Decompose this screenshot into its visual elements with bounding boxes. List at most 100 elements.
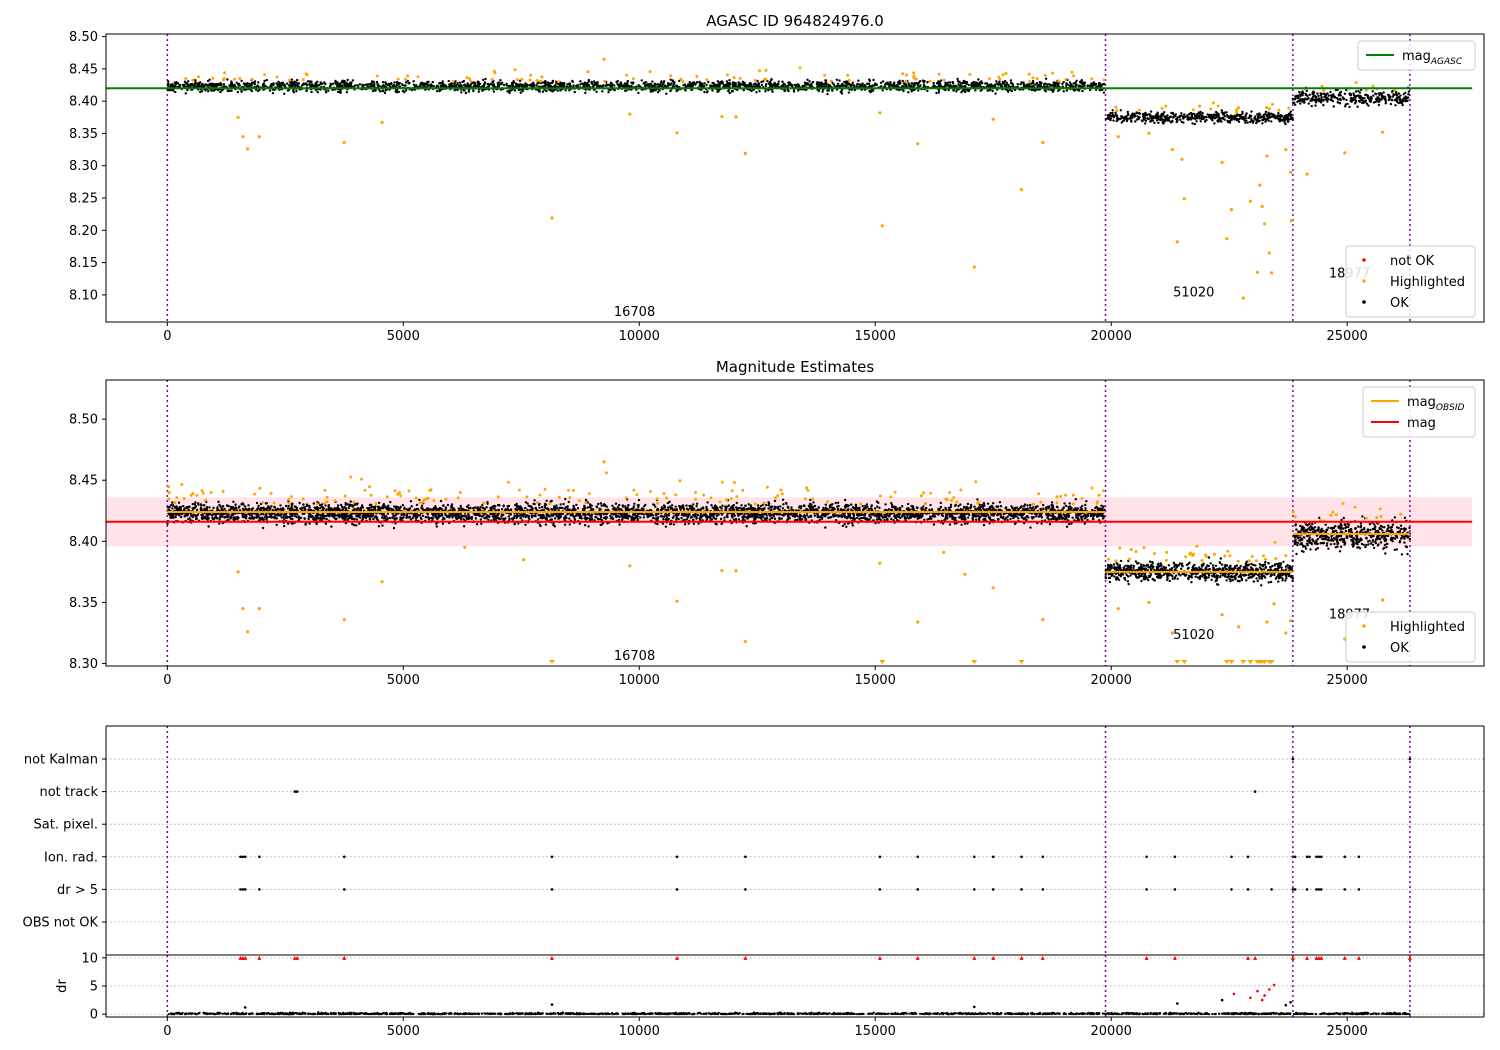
ok-point (507, 515, 510, 518)
obsid-label: 51020 (1173, 286, 1214, 301)
ok-point (316, 80, 319, 84)
ok-point (283, 92, 286, 96)
ok-point (932, 523, 936, 526)
ok-point (427, 80, 430, 84)
ok-point (321, 82, 324, 85)
ok-point (472, 89, 475, 93)
ok-point (1244, 115, 1247, 118)
ok-point (917, 89, 920, 92)
ok-point (1106, 114, 1110, 117)
ok-point (1183, 113, 1186, 116)
ok-point (492, 83, 495, 86)
ok-point (895, 84, 899, 87)
ok-point (733, 84, 737, 87)
ok-point (727, 504, 730, 507)
ok-point (1050, 518, 1053, 521)
highlighted-point (375, 74, 379, 78)
ok-point (761, 507, 765, 511)
ok-point (580, 82, 584, 85)
highlighted-point (743, 151, 748, 156)
highlighted-point (304, 72, 308, 76)
ok-point (371, 89, 375, 93)
ok-point (1205, 116, 1208, 119)
ok-point (727, 89, 730, 93)
ok-point (858, 83, 862, 86)
highlighted-point (287, 78, 291, 82)
ok-point (1068, 81, 1072, 84)
ok-point (843, 80, 846, 84)
ok-point (1364, 93, 1367, 97)
highlighted-point (1288, 170, 1293, 174)
highlighted-point (493, 71, 497, 75)
highlighted-point (1284, 148, 1288, 152)
highlighted-point (669, 74, 673, 78)
highlighted-point (520, 77, 524, 81)
ok-point (1100, 88, 1103, 92)
ok-point (404, 89, 408, 92)
ok-point (422, 82, 426, 85)
ok-point (847, 91, 851, 94)
ok-point (355, 524, 358, 527)
ok-point (955, 85, 958, 88)
ok-point (338, 82, 342, 85)
ok-point (476, 85, 480, 88)
ok-point (881, 89, 884, 92)
legend-swatch (1362, 300, 1366, 304)
ok-point (1186, 118, 1190, 121)
ok-point (801, 84, 804, 88)
ok-point (949, 84, 952, 87)
ok-point (263, 516, 267, 519)
ok-point (336, 81, 339, 84)
ok-point (1241, 110, 1244, 114)
ok-point (1002, 82, 1005, 85)
ok-point (763, 517, 767, 520)
ok-point (742, 89, 745, 92)
ok-point (766, 79, 769, 83)
ok-point (217, 83, 220, 86)
ok-point (524, 523, 527, 526)
ok-point (757, 82, 760, 85)
ok-point (756, 79, 759, 83)
ok-point (271, 92, 275, 95)
ok-point (758, 90, 761, 93)
ok-point (782, 82, 785, 86)
ok-point (922, 81, 925, 84)
ok-point (308, 80, 312, 83)
ok-point (975, 518, 978, 521)
ok-point (1152, 115, 1156, 118)
y-tick-label: 8.35 (69, 127, 98, 142)
ok-point (1191, 122, 1194, 125)
ok-point (1298, 98, 1302, 101)
ok-point (838, 79, 841, 82)
highlighted-point (1248, 199, 1252, 203)
ok-point (678, 79, 681, 83)
ok-point (1332, 105, 1336, 108)
ok-point (1005, 81, 1008, 84)
ok-point (777, 80, 780, 83)
ok-point (1364, 100, 1367, 104)
highlighted-point (679, 77, 683, 81)
ok-point (228, 89, 232, 93)
ok-point (234, 503, 237, 506)
ok-point (1122, 116, 1126, 119)
ok-point (262, 82, 266, 85)
ok-point (615, 80, 618, 84)
ok-point (626, 84, 630, 88)
ok-point (979, 85, 982, 88)
ok-point (302, 82, 305, 85)
ok-point (663, 84, 667, 87)
ok-point (1061, 82, 1064, 86)
ok-point (1311, 95, 1315, 99)
ok-point (194, 517, 198, 521)
x-tick-label: 0 (163, 329, 171, 344)
ok-point (1273, 116, 1276, 119)
ok-point (734, 82, 738, 85)
ok-point (1126, 110, 1130, 114)
y-tick-label: 8.10 (69, 288, 98, 303)
ok-point (951, 80, 954, 84)
ok-point (1044, 77, 1048, 81)
ok-point (545, 89, 548, 93)
highlighted-point (681, 80, 685, 83)
ok-point (601, 90, 604, 93)
ok-point (1030, 88, 1034, 92)
